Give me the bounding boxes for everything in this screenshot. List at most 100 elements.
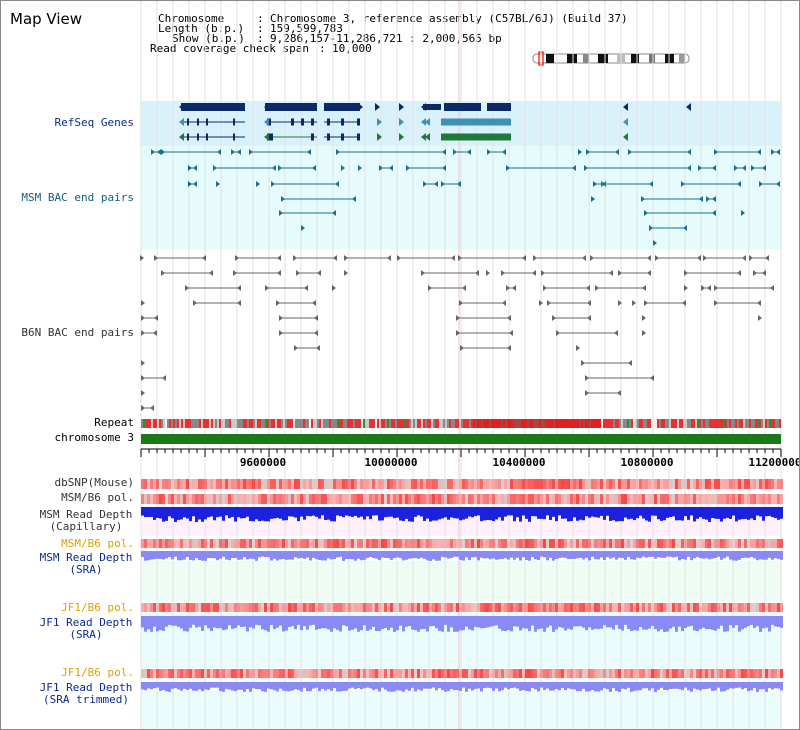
jf1-depth-trim-bar: [693, 682, 696, 689]
dbsnp-cell: [258, 479, 261, 489]
repeat-segment: [587, 419, 589, 428]
jf1-pol2-cell: [165, 669, 168, 678]
msm-pol2-cell: [372, 539, 375, 548]
b6n-bac-pair-end: [590, 255, 594, 261]
repeat-segment: [395, 419, 397, 428]
msm-pol2-cell: [429, 539, 432, 548]
repeat-segment: [675, 419, 677, 428]
msm-pol-cell: [477, 494, 480, 504]
jf1-depth-trim-bar: [684, 682, 687, 688]
dbsnp-cell: [321, 479, 324, 489]
jf1-depth-sra-bar: [603, 616, 606, 626]
repeat-segment: [217, 419, 219, 428]
msm-depth-cap-bar: [735, 507, 738, 522]
jf1-pol-cell: [345, 603, 348, 612]
dbsnp-cell: [234, 479, 237, 489]
jf1-pol-cell: [591, 603, 594, 612]
msm-bac-pair-end: [442, 149, 446, 155]
jf1-pol-cell: [639, 603, 642, 612]
msm-depth-sra-bar: [432, 551, 435, 560]
jf1-depth-trim-bar: [279, 682, 282, 689]
repeat-segment: [583, 419, 585, 428]
jf1-pol2-cell: [192, 669, 195, 678]
jf1-pol-cell: [279, 603, 282, 612]
b6n-bac-pair-end: [697, 255, 701, 261]
repeat-segment: [539, 419, 541, 428]
jf1-depth-trim-bar: [267, 682, 270, 689]
jf1-depth-trim-bar: [573, 682, 576, 690]
repeat-segment: [513, 419, 515, 428]
jf1-depth-trim-bar: [459, 682, 462, 692]
msm-depth-cap-bar: [270, 507, 273, 519]
coverage-value: 10,000: [332, 42, 372, 55]
jf1-pol-cell: [402, 603, 405, 612]
colon-2: :: [257, 22, 264, 35]
jf1-pol-cell: [330, 603, 333, 612]
dbsnp-cell: [309, 479, 312, 489]
msm-pol-cell: [603, 494, 606, 504]
msm-pol-cell: [483, 494, 486, 504]
dbsnp-cell: [576, 479, 579, 489]
msm-pol2-cell: [681, 539, 684, 548]
b6n-bac-features[interactable]: [140, 255, 774, 411]
msm-bac-features[interactable]: [151, 149, 780, 246]
msm-depth-cap-bar: [363, 507, 366, 520]
jf1-pol-cell: [306, 603, 309, 612]
msm-pol2-cell: [417, 539, 420, 548]
repeat-segment: [303, 419, 305, 428]
msm-depth-sra-bar: [246, 551, 249, 560]
msm-pol2-cell: [543, 539, 546, 548]
jf1-pol-cell: [672, 603, 675, 612]
msm-pol2-cell: [462, 539, 465, 548]
msm-pol-cell: [600, 494, 603, 504]
jf1-pol2-cell: [474, 669, 477, 678]
msm-depth-cap-bar: [423, 507, 426, 521]
repeat-segment: [419, 419, 421, 428]
repeat-track[interactable]: [141, 419, 781, 428]
msm-bac-pair-end: [741, 210, 745, 216]
colon-3: :: [257, 32, 264, 45]
jf1-pol2-cell: [357, 669, 360, 678]
msm-bac-pair-end: [757, 149, 761, 155]
msm-depth-sra-bar: [564, 551, 567, 558]
msm-bac-pair-end: [161, 149, 165, 155]
jf1-pol-cell: [483, 603, 486, 612]
b6n-bac-pair-end: [618, 300, 622, 306]
jf1-pol2-cell: [150, 669, 153, 678]
msm-pol2-cell: [339, 539, 342, 548]
msm-pol-cell: [426, 494, 429, 504]
dbsnp-cell: [255, 479, 258, 489]
dbsnp-cell: [222, 479, 225, 489]
b6n-bac-pair-end: [539, 300, 543, 306]
jf1-pol2-cell: [324, 669, 327, 678]
msm-pol2-cell: [711, 539, 714, 548]
jf1-depth-sra-bar: [417, 616, 420, 632]
msm-pol-cell: [183, 494, 186, 504]
jf1-depth-trim-bar: [744, 682, 747, 689]
msm-pol2-cell: [492, 539, 495, 548]
jf1-depth-trim-bar: [540, 682, 543, 688]
jf1-pol2-cell: [522, 669, 525, 678]
jf1-pol-cell: [624, 603, 627, 612]
repeat-segment: [381, 419, 383, 428]
msm-depth-sra-bar: [606, 551, 609, 558]
repeat-segment: [285, 419, 287, 428]
repeat-segment: [555, 419, 557, 428]
b6n-bac-pair-end: [333, 255, 337, 261]
jf1-depth-trim-bar: [486, 682, 489, 688]
msm-depth-sra-bar: [531, 551, 534, 558]
msm-depth-cap-bar: [414, 507, 417, 517]
msm-pol-cell: [366, 494, 369, 504]
jf1-depth-trim-bar: [399, 682, 402, 691]
msm-pol2-cell: [186, 539, 189, 548]
msm-bac-pair-end: [578, 149, 582, 155]
chromosome-ideogram[interactable]: [532, 51, 690, 66]
msm-depth-sra-bar: [714, 551, 717, 559]
refseq-gene-features[interactable]: [179, 103, 691, 141]
dbsnp-cell: [177, 479, 180, 489]
repeat-segment: [375, 419, 377, 428]
msm-depth-sra-bar: [237, 551, 240, 560]
jf1-pol2-cell: [600, 669, 603, 678]
jf1-pol-cell: [516, 603, 519, 612]
jf1-depth-trim-bar: [597, 682, 600, 692]
